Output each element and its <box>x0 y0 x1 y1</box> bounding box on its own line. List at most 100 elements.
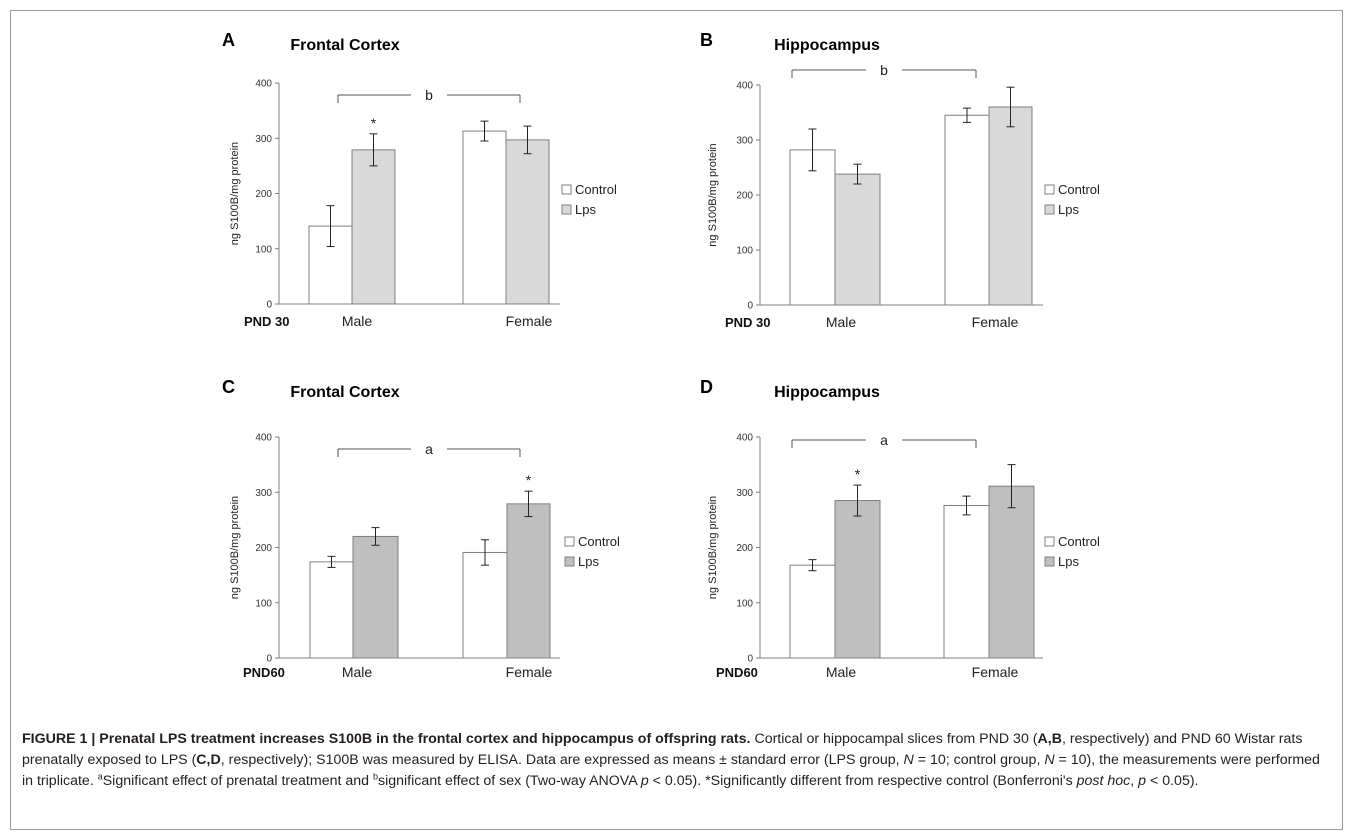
chart-title: Frontal Cortex <box>290 37 399 54</box>
bar-control <box>462 551 508 659</box>
caption-p-symbol: p <box>640 773 649 789</box>
caption-text: < 0.05). <box>1146 773 1199 789</box>
caption-text: , respectively); S100B was measured by E… <box>220 752 904 768</box>
bar-lps <box>834 500 881 659</box>
bar-lps <box>352 535 399 659</box>
y-tick-label: 100 <box>255 244 272 255</box>
panel-letter: C <box>222 377 235 397</box>
figure-caption: FIGURE 1 | Prenatal LPS treatment increa… <box>22 729 1332 792</box>
legend-label: Control <box>578 534 620 549</box>
significance-asterisk: * <box>526 472 532 488</box>
y-tick-label: 200 <box>736 543 753 554</box>
y-axis-label: ng S100B/mg protein <box>707 496 719 599</box>
y-tick-label: 100 <box>736 246 753 257</box>
bar-lps <box>351 149 396 305</box>
panel-letter: B <box>700 30 713 50</box>
caption-text: Significant effect of prenatal treatment… <box>102 773 373 789</box>
x-category-label: Female <box>972 664 1019 680</box>
caption-superscript-a: a <box>97 771 103 782</box>
caption-text: , respectively) and PND 60 Wistar rats p… <box>22 731 1303 768</box>
x-category-label: Male <box>342 664 373 680</box>
caption-text: = 10), the measurements were performed i… <box>22 752 1320 789</box>
legend-label: Lps <box>575 202 596 217</box>
bar-lps <box>988 485 1035 659</box>
x-category-label: Male <box>826 314 857 330</box>
bar-control <box>309 561 354 659</box>
bar-control <box>789 149 836 306</box>
bar-lps <box>988 106 1033 306</box>
caption-text: significant effect of sex (Two-way ANOVA <box>378 773 641 789</box>
panel-letter: D <box>700 377 713 397</box>
legend-swatch <box>561 204 572 215</box>
x-axis-label: PND 30 <box>725 315 771 330</box>
legend-label: Control <box>1058 534 1100 549</box>
caption-panels-ab: A,B <box>1037 731 1062 747</box>
significance-label: b <box>425 87 433 103</box>
significance-label: a <box>425 441 433 457</box>
chart-title: Hippocampus <box>774 37 880 54</box>
caption-text: , <box>1130 773 1139 789</box>
significance-label: b <box>880 62 888 78</box>
legend-label: Control <box>575 182 617 197</box>
legend-swatch <box>1044 184 1055 195</box>
figure-frame <box>10 10 1343 830</box>
y-tick-label: 300 <box>736 488 753 499</box>
x-category-label: Male <box>342 313 373 329</box>
y-tick-label: 0 <box>266 300 272 311</box>
bar-lps <box>506 503 551 659</box>
caption-text: Cortical or hippocampal slices from PND … <box>750 731 1038 747</box>
legend-label: Lps <box>578 554 599 569</box>
y-tick-label: 100 <box>255 598 272 609</box>
y-tick-label: 0 <box>747 301 753 312</box>
y-tick-label: 200 <box>255 543 272 554</box>
x-category-label: Female <box>972 314 1019 330</box>
y-tick-label: 400 <box>736 433 753 444</box>
significance-label: a <box>880 432 888 448</box>
y-tick-label: 0 <box>266 654 272 665</box>
figure-charts: A Frontal Cortex 0 100 200 300 400 ng S100B/mg … <box>222 30 1100 680</box>
legend-label: Lps <box>1058 554 1079 569</box>
bar-control <box>789 564 836 659</box>
y-axis-label: ng S100B/mg protein <box>707 143 719 246</box>
bar-lps <box>505 139 550 305</box>
caption-panels-cd: C,D <box>196 752 221 768</box>
panel-letter: A <box>222 30 235 50</box>
caption-text: = 10; control group, <box>913 752 1045 768</box>
y-tick-label: 300 <box>255 134 272 145</box>
bar-control <box>944 114 990 306</box>
significance-asterisk: * <box>855 466 861 482</box>
legend-label: Control <box>1058 182 1100 197</box>
y-tick-label: 0 <box>747 654 753 665</box>
y-tick-label: 400 <box>255 79 272 90</box>
legend-swatch <box>1044 536 1055 547</box>
y-tick-label: 400 <box>736 81 753 92</box>
significance-asterisk: * <box>371 115 377 131</box>
x-axis-label: PND60 <box>243 665 285 680</box>
caption-post-hoc: post hoc <box>1076 773 1131 789</box>
y-tick-label: 300 <box>255 488 272 499</box>
caption-n-symbol: N <box>903 752 914 768</box>
legend-swatch <box>561 184 572 195</box>
y-axis-label: ng S100B/mg protein <box>229 496 241 599</box>
caption-p-symbol: p <box>1138 773 1147 789</box>
bar-control <box>462 130 507 305</box>
chart-title: Frontal Cortex <box>290 384 399 401</box>
x-category-label: Female <box>506 313 553 329</box>
legend-swatch <box>564 536 575 547</box>
caption-title: FIGURE 1 | Prenatal LPS treatment increa… <box>22 731 751 747</box>
caption-n-symbol: N <box>1044 752 1055 768</box>
x-axis-label: PND60 <box>716 665 758 680</box>
bar-lps <box>834 173 881 306</box>
y-tick-label: 200 <box>736 191 753 202</box>
legend-swatch <box>1044 204 1055 215</box>
x-category-label: Female <box>506 664 553 680</box>
y-axis-label: ng S100B/mg protein <box>229 142 241 245</box>
caption-text: < 0.05). *Significantly different from r… <box>648 773 1077 789</box>
legend-label: Lps <box>1058 202 1079 217</box>
legend-swatch <box>564 556 575 567</box>
bar-control <box>943 505 990 659</box>
x-category-label: Male <box>826 664 857 680</box>
y-tick-label: 300 <box>736 136 753 147</box>
legend-swatch <box>1044 556 1055 567</box>
x-axis-label: PND 30 <box>244 314 290 329</box>
